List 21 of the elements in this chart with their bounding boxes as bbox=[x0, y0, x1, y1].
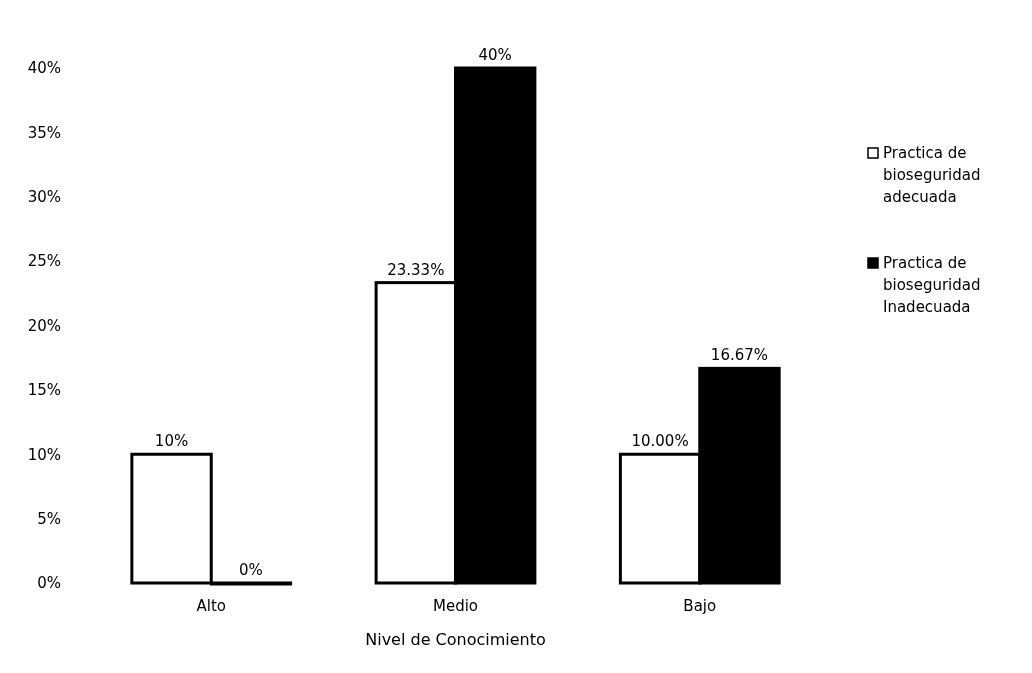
data-label: 10.00% bbox=[631, 432, 689, 451]
y-tick-label: 30% bbox=[27, 188, 61, 206]
y-tick-label: 40% bbox=[27, 59, 61, 78]
legend-label: Practica de bioseguridad Inadecuada bbox=[883, 254, 981, 316]
y-tick-label: 15% bbox=[27, 381, 61, 400]
x-tick-label: Bajo bbox=[683, 597, 717, 615]
y-tick-label: 5% bbox=[37, 509, 61, 528]
legend-label: Practica de bioseguridad adecuada bbox=[883, 144, 981, 206]
x-axis-title: Nivel de Conocimiento bbox=[365, 630, 546, 649]
data-label: 0% bbox=[239, 561, 263, 579]
y-tick-label: 10% bbox=[27, 445, 61, 464]
data-label: 10% bbox=[154, 432, 189, 451]
y-tick-label: 35% bbox=[27, 123, 61, 142]
y-tick-label: 0% bbox=[37, 574, 61, 593]
data-label: 16.67% bbox=[710, 346, 769, 365]
data-label: 23.33% bbox=[387, 260, 445, 279]
y-tick-label: 25% bbox=[27, 252, 61, 271]
x-tick-label: Medio bbox=[432, 597, 479, 615]
x-tick-label: Alto bbox=[196, 597, 226, 615]
data-label: 40% bbox=[478, 46, 512, 64]
y-tick-label: 20% bbox=[27, 316, 61, 335]
